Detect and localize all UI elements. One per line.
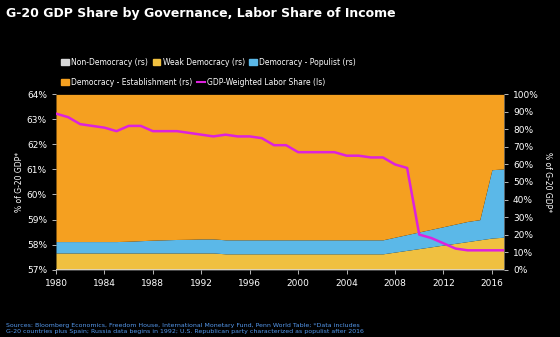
Legend: Non-Democracy (rs), Weak Democracy (rs), Democracy - Populist (rs): Non-Democracy (rs), Weak Democracy (rs),…: [60, 56, 358, 68]
Text: Sources: Bloomberg Economics, Freedom House, International Monetary Fund, Penn W: Sources: Bloomberg Economics, Freedom Ho…: [6, 323, 363, 334]
Text: G-20 GDP Share by Governance, Labor Share of Income: G-20 GDP Share by Governance, Labor Shar…: [6, 7, 395, 20]
Legend: Democracy - Establishment (rs), GDP-Weighted Labor Share (ls): Democracy - Establishment (rs), GDP-Weig…: [60, 76, 327, 88]
Y-axis label: % of G-20 GDP*: % of G-20 GDP*: [543, 152, 552, 212]
Y-axis label: % of G-20 GDP*: % of G-20 GDP*: [15, 152, 24, 212]
